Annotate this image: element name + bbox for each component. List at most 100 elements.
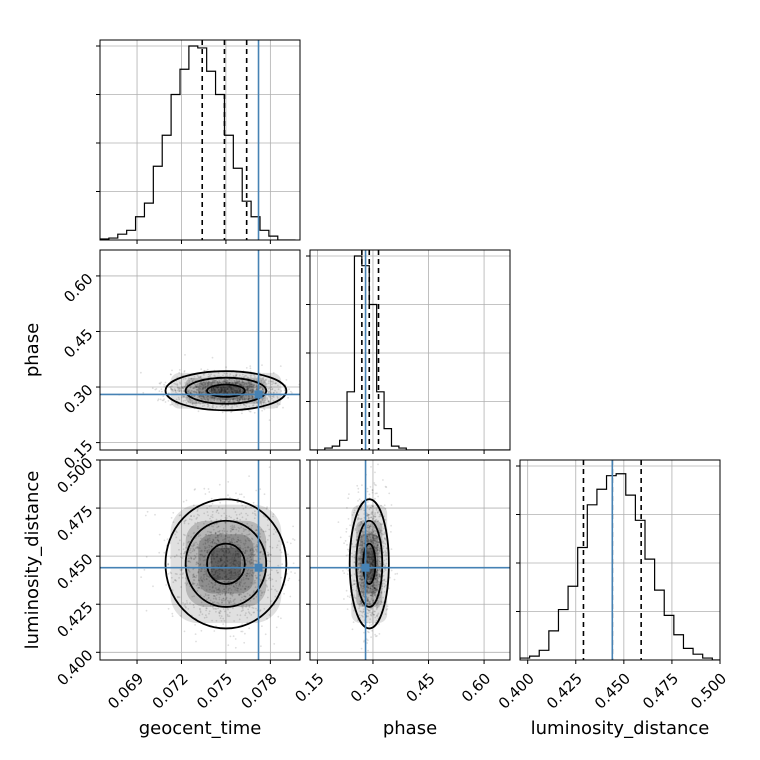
sample-point [219,545,222,547]
sample-point [204,383,207,386]
sample-point [253,597,256,600]
sample-point [211,568,213,571]
sample-point [236,405,238,408]
sample-point [226,387,229,390]
sample-point [371,505,374,508]
sample-point [187,551,190,554]
sample-point [206,397,209,400]
sample-point [154,388,157,391]
sample-point [374,589,376,591]
sample-point [245,386,248,389]
sample-point [353,573,356,576]
sample-point [358,559,360,562]
sample-point [376,635,378,637]
sample-point [368,508,371,511]
sample-point [252,563,255,565]
sample-point [269,560,271,563]
sample-point [255,560,258,563]
sample-point [208,585,211,588]
sample-point [343,572,346,575]
sample-point [193,542,196,545]
sample-point [191,403,194,406]
sample-point [267,554,269,556]
sample-point [236,379,239,381]
sample-point [358,543,361,546]
sample-point [375,589,377,591]
sample-point [182,542,185,545]
sample-point [234,382,237,385]
sample-point [167,563,170,566]
sample-point [342,570,344,572]
sample-point [211,390,214,392]
sample-point [370,636,372,638]
sample-point [370,614,373,617]
sample-point [191,380,194,383]
sample-point [248,382,251,385]
sample-point [233,381,236,384]
sample-point [367,575,370,578]
sample-point [372,542,375,545]
sample-point [248,410,251,413]
sample-point [169,385,172,388]
sample-point [223,547,225,550]
sample-point [197,376,200,378]
sample-point [358,563,361,565]
sample-point [239,584,242,587]
sample-point [244,399,247,401]
sample-point [163,539,166,542]
contour [164,370,288,412]
sample-point [361,553,364,556]
sample-point [219,568,222,570]
sample-point [259,574,261,577]
x-tick-label: 0.60 [458,670,494,706]
sample-point [170,387,172,390]
sample-point [211,395,214,398]
sample-point [368,574,371,577]
sample-point [368,529,370,531]
sample-point [239,563,242,566]
sample-point [382,479,384,481]
sample-point [221,599,224,602]
sample-point [170,517,173,519]
sample-point [369,587,372,590]
sample-point [361,533,364,536]
sample-point [227,589,230,591]
sample-point [247,385,250,388]
sample-point [376,615,378,618]
sample-point [262,391,265,394]
sample-point [357,551,360,553]
sample-point [268,553,270,555]
sample-point [346,543,348,546]
x-tick-label: 0.425 [543,670,586,713]
sample-point [160,388,163,391]
sample-point [379,555,382,558]
sample-point [210,519,213,522]
sample-point [372,558,375,561]
sample-point [227,591,230,594]
sample-point [224,594,227,597]
sample-point [239,580,241,583]
sample-point [250,558,253,561]
sample-point [165,584,168,586]
sample-point [179,389,182,391]
sample-point [224,388,226,391]
sample-point [202,395,205,398]
sample-point [361,484,363,487]
sample-point [246,621,249,624]
sample-point [369,602,371,605]
sample-point [360,549,363,551]
sample-point [358,544,360,547]
sample-point [234,398,237,400]
sample-point [224,576,226,578]
sample-point [370,506,373,509]
sample-point [240,605,243,608]
sample-point [209,531,212,534]
sample-point [185,584,188,586]
sample-point [251,606,254,609]
sample-point [372,517,375,520]
sample-point [227,388,229,391]
sample-point [198,579,201,582]
sample-point [236,553,239,555]
sample-point [236,399,239,402]
sample-point [247,611,250,613]
